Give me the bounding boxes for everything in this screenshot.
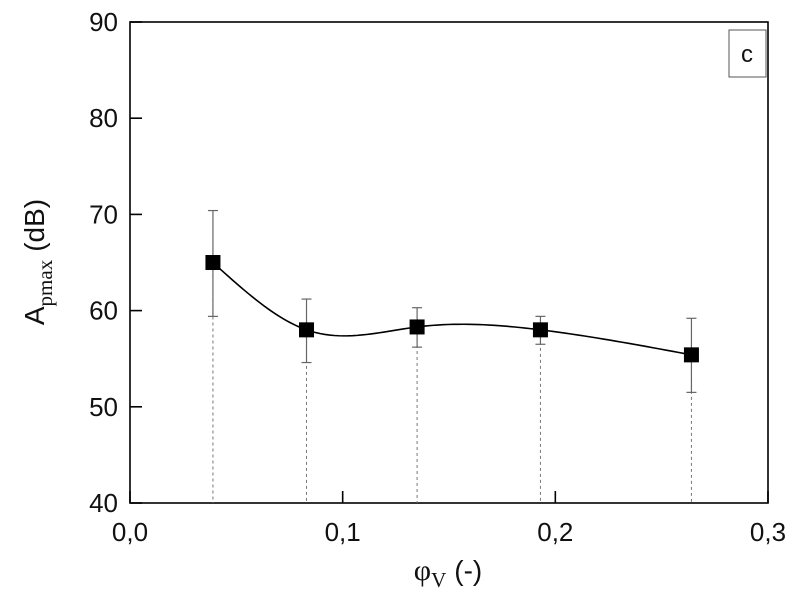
y-tick-label: 70 [89, 199, 118, 229]
data-point-marker [205, 255, 221, 270]
y-tick-label: 80 [89, 103, 118, 133]
droplines [212, 262, 692, 503]
y-tick-label: 40 [89, 488, 118, 518]
y-axis-ticks: 40 50 60 70 80 90 [89, 7, 142, 518]
data-point-marker [683, 347, 699, 363]
data-point-marker [299, 322, 315, 338]
panel-label-box [728, 29, 767, 78]
x-tick-label: 0,3 [750, 517, 786, 547]
plot-area-border [129, 21, 769, 504]
x-tick-label: 0,0 [112, 517, 148, 547]
y-tick-label: 90 [89, 7, 118, 37]
y-axis-label: Apmax(dB) [19, 199, 57, 325]
plot-frame [129, 21, 769, 504]
series-line [212, 261, 692, 356]
data-point-marker [532, 322, 548, 338]
x-axis-label: φV (-) [414, 554, 482, 592]
x-tick-label: 0,2 [537, 517, 573, 547]
data-point-marker [409, 319, 425, 335]
y-tick-label: 60 [89, 296, 118, 326]
x-tick-label: 0,1 [325, 517, 361, 547]
x-axis-ticks: 0,0 0,1 0,2 0,3 [112, 491, 786, 547]
error-bars [207, 209, 697, 393]
y-tick-label: 50 [89, 392, 118, 422]
panel-label: c [741, 41, 753, 68]
data-markers [205, 255, 699, 363]
